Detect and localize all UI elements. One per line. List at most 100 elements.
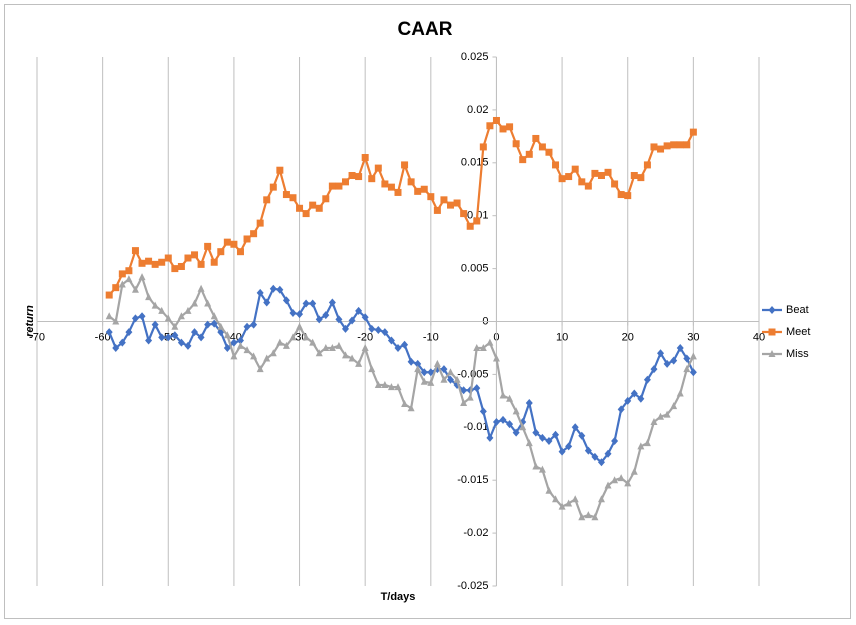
data-point <box>197 333 205 342</box>
data-point <box>105 328 113 337</box>
data-point <box>571 423 579 432</box>
data-point <box>269 284 277 293</box>
data-point <box>335 182 343 190</box>
data-point <box>630 171 638 179</box>
legend-marker <box>768 350 776 357</box>
legend-marker <box>768 306 776 314</box>
data-point <box>138 312 146 321</box>
data-point <box>525 439 533 447</box>
data-point <box>624 479 632 487</box>
data-point <box>591 513 599 521</box>
data-point <box>263 298 271 307</box>
data-point <box>315 349 323 357</box>
data-point <box>460 398 468 406</box>
data-point <box>689 352 697 360</box>
data-point <box>236 341 244 349</box>
data-point <box>420 368 428 377</box>
data-point <box>302 333 310 341</box>
data-point <box>112 317 120 325</box>
data-point <box>604 168 612 176</box>
data-point <box>374 325 382 334</box>
data-point <box>532 462 540 470</box>
data-point <box>328 182 336 190</box>
data-point <box>387 183 395 191</box>
data-point <box>335 341 343 349</box>
data-point <box>643 375 651 384</box>
data-point <box>630 467 638 475</box>
data-point <box>368 365 376 373</box>
x-tick-label: 40 <box>753 331 765 343</box>
data-point <box>460 386 468 395</box>
data-point <box>492 418 500 427</box>
data-point <box>151 260 159 268</box>
data-point <box>565 173 573 181</box>
data-point <box>525 398 533 407</box>
data-point <box>348 354 356 362</box>
data-point <box>447 375 455 384</box>
data-point <box>217 248 225 256</box>
data-point <box>657 349 665 358</box>
data-point <box>460 210 468 218</box>
data-point <box>158 333 166 342</box>
data-point <box>473 343 481 351</box>
data-point <box>394 383 402 391</box>
data-point <box>453 199 461 207</box>
data-point <box>650 143 658 151</box>
data-point <box>230 338 238 347</box>
data-point <box>296 204 304 212</box>
data-point <box>604 449 612 458</box>
data-point <box>433 206 441 214</box>
data-point <box>282 191 290 199</box>
data-point <box>663 142 671 150</box>
data-point <box>223 238 231 246</box>
data-point <box>341 178 349 186</box>
data-point <box>164 254 172 262</box>
data-point <box>191 328 199 337</box>
series <box>105 116 697 299</box>
data-point <box>604 481 612 489</box>
data-point <box>486 338 494 346</box>
data-point <box>414 365 422 373</box>
data-point <box>578 431 586 440</box>
data-point <box>525 150 533 158</box>
data-point <box>328 343 336 351</box>
data-point <box>315 204 323 212</box>
data-point <box>243 235 251 243</box>
data-point <box>236 248 244 256</box>
data-point <box>145 257 153 265</box>
data-point <box>637 442 645 450</box>
data-point <box>361 154 369 162</box>
data-point <box>125 328 133 337</box>
data-point <box>210 319 218 328</box>
data-point <box>512 428 520 437</box>
data-point <box>243 346 251 354</box>
data-point <box>676 141 684 149</box>
data-point <box>309 201 317 209</box>
data-point <box>171 331 179 340</box>
data-point <box>676 389 684 397</box>
data-point <box>151 301 159 309</box>
data-point <box>657 412 665 420</box>
data-point <box>670 356 678 365</box>
data-point <box>374 380 382 388</box>
data-point <box>217 322 225 330</box>
data-point <box>512 407 520 415</box>
data-point <box>138 273 146 281</box>
data-point <box>676 343 684 352</box>
data-point <box>643 439 651 447</box>
data-point <box>374 164 382 172</box>
data-point <box>138 259 146 267</box>
data-point <box>558 175 566 183</box>
data-point <box>473 217 481 225</box>
data-point <box>296 322 304 330</box>
y-tick-label: 0.005 <box>461 263 489 275</box>
data-point <box>204 242 212 250</box>
data-point <box>683 354 691 363</box>
data-point <box>309 299 317 308</box>
data-point <box>394 188 402 196</box>
data-point <box>506 394 514 402</box>
data-point <box>250 352 258 360</box>
data-point <box>387 336 395 345</box>
data-point <box>486 122 494 130</box>
data-point <box>578 513 586 521</box>
